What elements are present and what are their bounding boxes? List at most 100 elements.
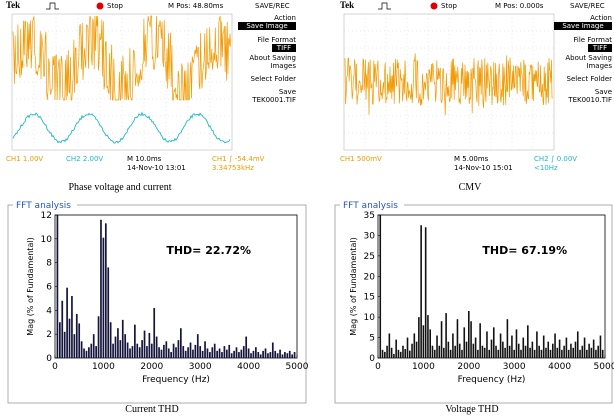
bar [202,351,204,358]
bar [484,348,486,358]
bar [543,336,545,358]
bar [190,343,192,358]
y-tick-label: 25 [364,252,375,262]
caption: Voltage THD [445,404,498,415]
bar [161,350,163,358]
bar [105,223,107,358]
bar [538,346,540,358]
bar [267,353,269,358]
bar [158,347,160,358]
bar [250,353,252,358]
bar [76,314,78,358]
bar [507,319,509,358]
bar [602,350,604,358]
bar [245,337,247,358]
bar [124,334,126,358]
mode: SAVE/REC [570,2,605,10]
bar [61,301,63,358]
bar [452,333,454,358]
bar [468,311,470,358]
stop-indicator [431,3,438,10]
frequency: 3.34753kHz [212,164,254,172]
bar [110,322,112,358]
caption: Current THD [125,404,178,415]
bar [195,345,197,358]
bar [443,348,445,358]
bar [129,348,131,358]
bar [475,338,477,358]
frequency: <10Hz [534,164,558,172]
trigger: CH1 ∫ -54.4mV [212,155,264,163]
bar [265,348,267,358]
bar [561,350,563,358]
bar [429,329,431,358]
x-tick-label: 3000 [503,362,526,372]
bar [407,338,409,358]
bar [504,348,506,358]
bar [289,351,291,358]
bar [595,350,597,358]
bar [511,336,513,358]
bar [277,353,279,358]
bar [90,344,92,358]
bar [570,344,572,358]
bar [57,190,59,358]
bar [204,341,206,358]
x-tick-label: 4000 [237,362,260,372]
bar [518,344,520,358]
bar [233,351,235,358]
bar [488,350,490,358]
bar [384,352,386,358]
bar [513,350,515,358]
bar [209,352,211,358]
bar [436,336,438,358]
bar [477,350,479,358]
bar [423,325,425,358]
bar [178,340,180,358]
y-tick-label: 30 [364,231,376,241]
bar [279,350,281,358]
bar [228,345,230,358]
bar [586,350,588,358]
bar [395,340,397,358]
bar [139,347,141,358]
bar [438,346,440,358]
scope-left: Tek Stop M Pos: 48.80ms SAVE/REC Action … [0,0,300,175]
bar [579,350,581,358]
y-axis-label: Mag (% of Fundamental) [26,237,35,335]
bar [243,346,245,358]
bar [182,346,184,358]
bar [534,350,536,358]
ch1-scale: CH1 1.00V [6,155,43,163]
menu-item: File Format [554,36,612,44]
page: Tek Stop M Pos: 48.80ms SAVE/REC Action … [0,0,614,420]
trigger-icon [46,3,59,9]
bar [575,342,577,358]
bar [566,338,568,358]
y-tick-label: 5 [369,334,375,344]
bar [391,348,393,358]
bar [153,308,155,358]
bar [294,352,296,358]
bar [416,342,418,358]
bar [199,346,201,358]
bar [103,238,105,358]
bar [112,344,114,358]
menu-item: Select Folder [238,75,296,83]
y-tick-label: 12 [41,211,52,221]
x-tick-label: 0 [375,362,381,372]
x-axis-label: Frequency (Hz) [142,375,210,385]
bar [74,334,76,358]
bar [459,344,461,358]
bar [100,220,102,358]
bar [192,350,194,358]
bar [463,327,465,358]
bar [568,350,570,358]
bar [136,344,138,358]
bar [525,346,527,358]
status: Stop [441,2,457,10]
bar [122,320,124,358]
bar [180,328,182,358]
m-pos: M Pos: 0.000s [495,2,543,10]
y-tick-label: 8 [46,259,52,269]
